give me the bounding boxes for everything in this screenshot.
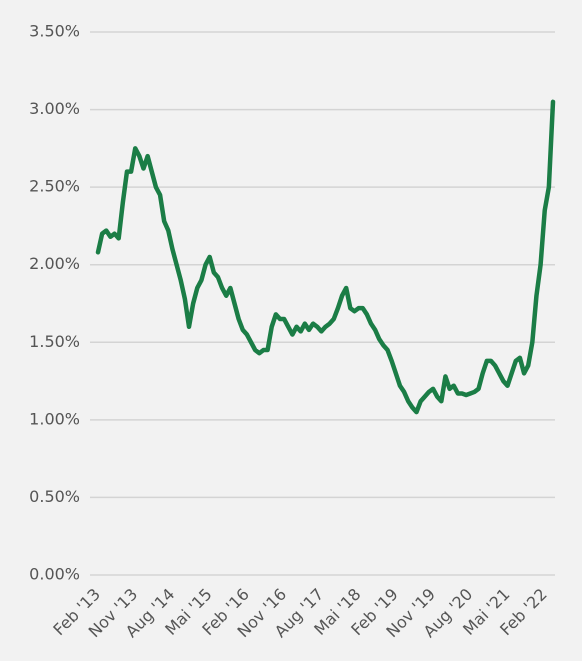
y-tick-label: 0.50% (29, 487, 80, 506)
y-tick-label: 2.50% (29, 177, 80, 196)
y-tick-label: 0.00% (29, 565, 80, 584)
y-tick-label: 1.00% (29, 409, 80, 428)
y-tick-label: 3.00% (29, 99, 80, 118)
y-tick-label: 1.50% (29, 332, 80, 351)
y-tick-label: 3.50% (29, 22, 80, 41)
y-tick-label: 2.00% (29, 254, 80, 273)
data-line (95, 99, 556, 415)
